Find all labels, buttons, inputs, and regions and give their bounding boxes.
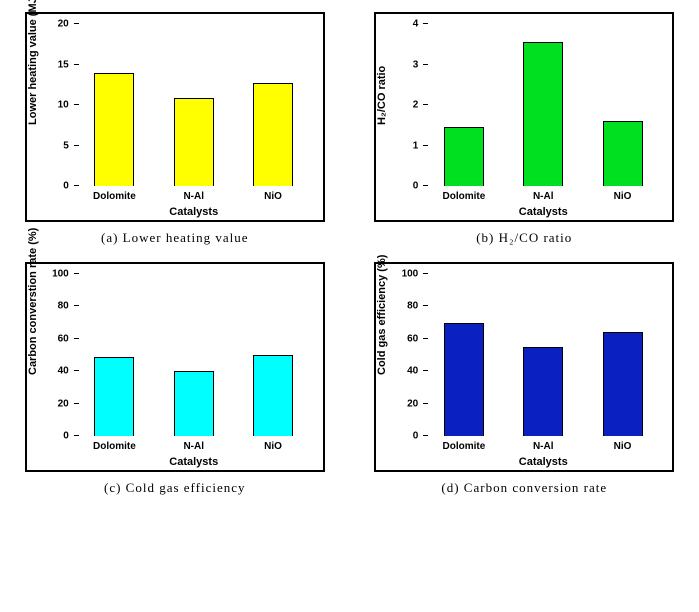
ytick-d-100: 100: [402, 269, 419, 280]
ytick-b-3: 3: [413, 59, 419, 70]
ytick-c-20: 20: [58, 398, 69, 409]
bar-b-0: [444, 127, 484, 186]
xtick-d-2: NiO: [593, 441, 653, 452]
caption-b: (b) H₂/CO ratio: [476, 230, 572, 246]
plot-area-d: [424, 274, 662, 436]
ytick-d-0: 0: [413, 431, 419, 442]
caption-d: (d) Carbon conversion rate: [441, 480, 607, 496]
bar-a-1: [174, 98, 214, 186]
xaxis-d: Dolomite N-Al NiO: [424, 441, 662, 452]
ytick-b-2: 2: [413, 100, 419, 111]
yticks-c: 020406080100: [27, 274, 73, 436]
chart-box-c: Carbon converstion rate (%) 020406080100…: [25, 262, 325, 472]
yticks-a: 05101520: [27, 24, 73, 186]
xtick-b-2: NiO: [593, 191, 653, 202]
panel-b: H₂/CO ratio 01234 DolomiteN-AlNiO Cataly…: [362, 12, 688, 246]
xtick-b-1: N-Al: [513, 191, 573, 202]
xaxis-b: Dolomite N-Al NiO: [424, 191, 662, 202]
bar-a-0: [94, 73, 134, 186]
ytick-c-100: 100: [52, 269, 69, 280]
ytick-b-4: 4: [413, 19, 419, 30]
xtick-a-1: N-Al: [164, 191, 224, 202]
xtick-a-2: NiO: [243, 191, 303, 202]
bar-d-1: [523, 347, 563, 436]
xtick-c-0: Dolomite: [84, 441, 144, 452]
yticks-d: 020406080100: [376, 274, 422, 436]
caption-a: (a) Lower heating value: [101, 230, 249, 246]
chart-box-d: Cold gas efficiency (%) 020406080100 Dol…: [374, 262, 674, 472]
plot-area-c: [75, 274, 313, 436]
plot-area-b: [424, 24, 662, 186]
xaxis-a: Dolomite N-Al NiO: [75, 191, 313, 202]
ytick-a-5: 5: [63, 140, 69, 151]
ytick-d-80: 80: [407, 301, 418, 312]
bar-c-1: [174, 371, 214, 436]
bars-d: [424, 274, 662, 436]
bar-b-1: [523, 42, 563, 186]
ytick-b-1: 1: [413, 140, 419, 151]
xaxis-c: Dolomite N-Al NiO: [75, 441, 313, 452]
xtick-c-1: N-Al: [164, 441, 224, 452]
xtick-d-1: N-Al: [513, 441, 573, 452]
ytick-d-20: 20: [407, 398, 418, 409]
panel-c: Carbon converstion rate (%) 020406080100…: [12, 262, 338, 496]
bar-d-2: [603, 332, 643, 436]
ytick-a-0: 0: [63, 181, 69, 192]
xtick-b-0: Dolomite: [434, 191, 494, 202]
ytick-d-40: 40: [407, 366, 418, 377]
ytick-c-40: 40: [58, 366, 69, 377]
bar-b-2: [603, 121, 643, 186]
chart-grid: Lower heating value (MJ/m³) 05101520 Dol…: [12, 12, 687, 496]
xlabel-c: Catalysts: [75, 456, 313, 468]
bars-c: [75, 274, 313, 436]
caption-c: (c) Cold gas efficiency: [104, 480, 246, 496]
ytick-a-15: 15: [58, 59, 69, 70]
xtick-d-0: Dolomite: [434, 441, 494, 452]
xlabel-b: Catalysts: [424, 206, 662, 218]
bar-c-0: [94, 357, 134, 436]
bars-b: [424, 24, 662, 186]
ytick-a-10: 10: [58, 100, 69, 111]
ytick-d-60: 60: [407, 333, 418, 344]
xtick-c-2: NiO: [243, 441, 303, 452]
xlabel-d: Catalysts: [424, 456, 662, 468]
chart-box-a: Lower heating value (MJ/m³) 05101520 Dol…: [25, 12, 325, 222]
bars-a: [75, 24, 313, 186]
bar-d-0: [444, 323, 484, 436]
panel-a: Lower heating value (MJ/m³) 05101520 Dol…: [12, 12, 338, 246]
plot-area-a: [75, 24, 313, 186]
ytick-c-0: 0: [63, 431, 69, 442]
xtick-a-0: Dolomite: [84, 191, 144, 202]
bar-c-2: [253, 355, 293, 436]
xlabel-a: Catalysts: [75, 206, 313, 218]
ytick-c-60: 60: [58, 333, 69, 344]
ytick-a-20: 20: [58, 19, 69, 30]
ytick-c-80: 80: [58, 301, 69, 312]
yticks-b: 01234: [376, 24, 422, 186]
chart-box-b: H₂/CO ratio 01234 DolomiteN-AlNiO Cataly…: [374, 12, 674, 222]
bar-a-2: [253, 83, 293, 186]
panel-d: Cold gas efficiency (%) 020406080100 Dol…: [362, 262, 688, 496]
ytick-b-0: 0: [413, 181, 419, 192]
